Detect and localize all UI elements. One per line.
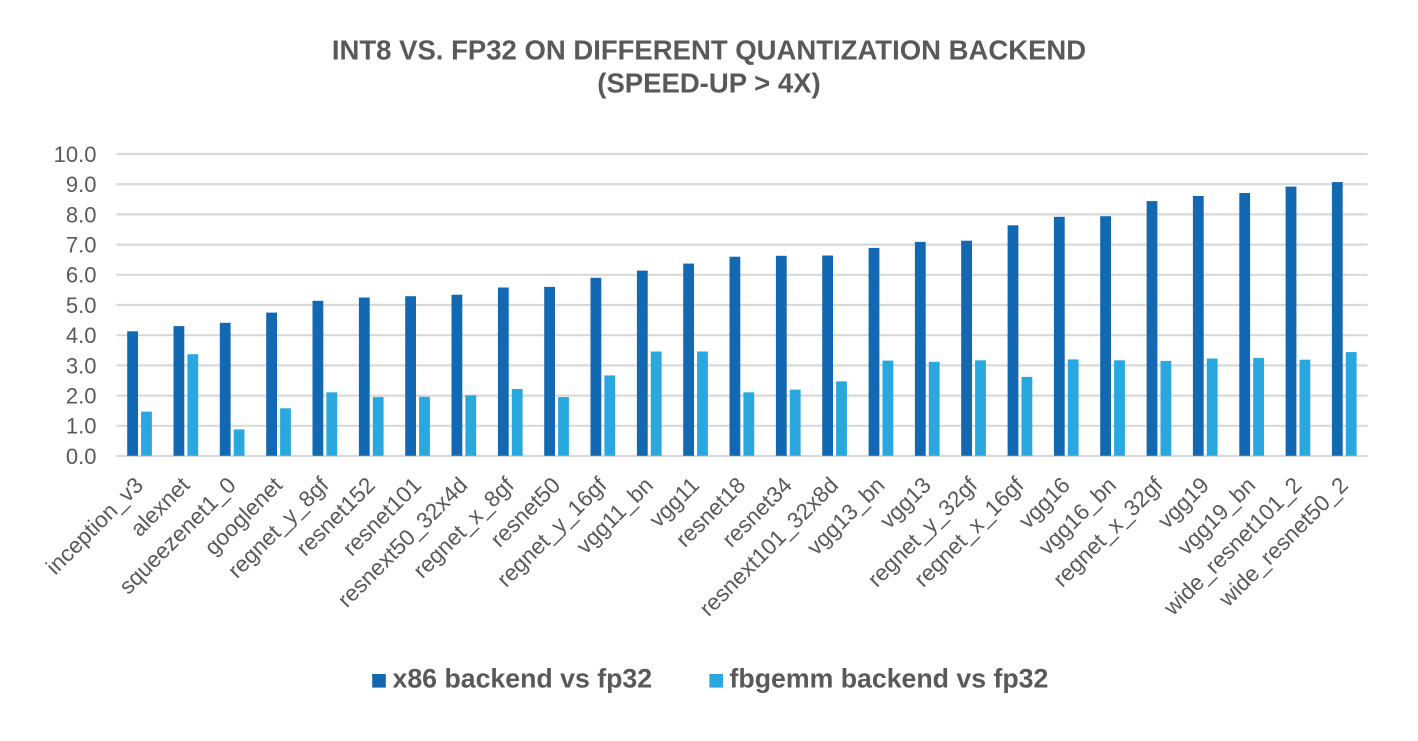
svg-text:5.0: 5.0 — [66, 293, 97, 318]
svg-text:6.0: 6.0 — [66, 263, 97, 288]
svg-text:1.0: 1.0 — [66, 414, 97, 439]
svg-text:9.0: 9.0 — [66, 172, 97, 197]
svg-text:fbgemm backend vs fp32: fbgemm backend vs fp32 — [730, 664, 1049, 694]
svg-text:2.0: 2.0 — [66, 384, 97, 409]
svg-text:3.0: 3.0 — [66, 353, 97, 378]
svg-text:x86 backend vs fp32: x86 backend vs fp32 — [393, 664, 653, 694]
svg-text:INT8 VS. FP32 ON DIFFERENT QUA: INT8 VS. FP32 ON DIFFERENT QUANTIZATION … — [332, 35, 1086, 66]
svg-text:4.0: 4.0 — [66, 323, 97, 348]
svg-text:10.0: 10.0 — [54, 142, 97, 167]
svg-text:8.0: 8.0 — [66, 202, 97, 227]
svg-text:(SPEED-UP > 4X): (SPEED-UP > 4X) — [597, 68, 820, 99]
svg-text:0.0: 0.0 — [66, 444, 97, 469]
svg-text:7.0: 7.0 — [66, 233, 97, 258]
